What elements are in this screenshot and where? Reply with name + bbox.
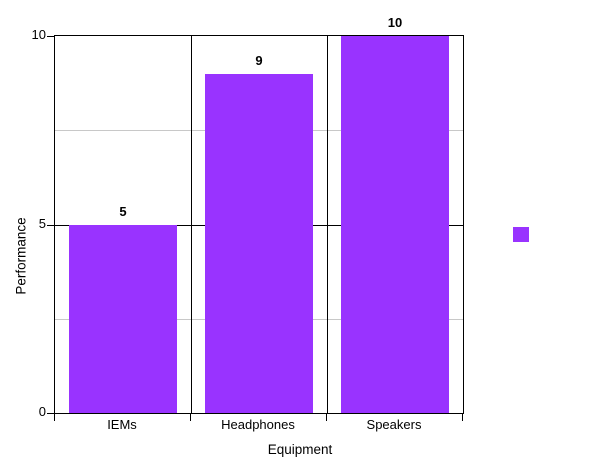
bar-value-label: 10 xyxy=(387,15,403,30)
y-tick-mark xyxy=(47,413,54,414)
y-tick-label: 0 xyxy=(38,404,46,419)
bar-speakers xyxy=(340,36,450,413)
bar-value-label: 9 xyxy=(255,52,263,68)
y-tick-label: 10 xyxy=(31,27,46,42)
x-tick-mark xyxy=(326,413,328,421)
bar-headphones xyxy=(204,73,314,413)
category-separator xyxy=(191,36,192,413)
legend-marker-swatch xyxy=(513,227,529,242)
category-separator xyxy=(327,36,328,413)
x-tick-mark xyxy=(54,413,56,421)
category-label-iems: IEMs xyxy=(107,417,137,432)
category-label-headphones: Headphones xyxy=(221,417,295,432)
legend xyxy=(513,227,533,242)
y-tick-mark xyxy=(47,224,54,226)
y-axis-title: Performance xyxy=(13,217,29,295)
x-tick-mark xyxy=(190,413,192,421)
x-axis-title: Equipment xyxy=(267,442,333,457)
y-tick-label: 5 xyxy=(38,215,46,231)
x-tick-mark xyxy=(462,413,464,421)
category-label-speakers: Speakers xyxy=(366,417,422,432)
y-tick-mark xyxy=(47,36,54,37)
bar-iems xyxy=(68,224,178,413)
plot-area: 5 9 10 xyxy=(47,15,464,421)
bar-value-label: 5 xyxy=(119,203,127,219)
